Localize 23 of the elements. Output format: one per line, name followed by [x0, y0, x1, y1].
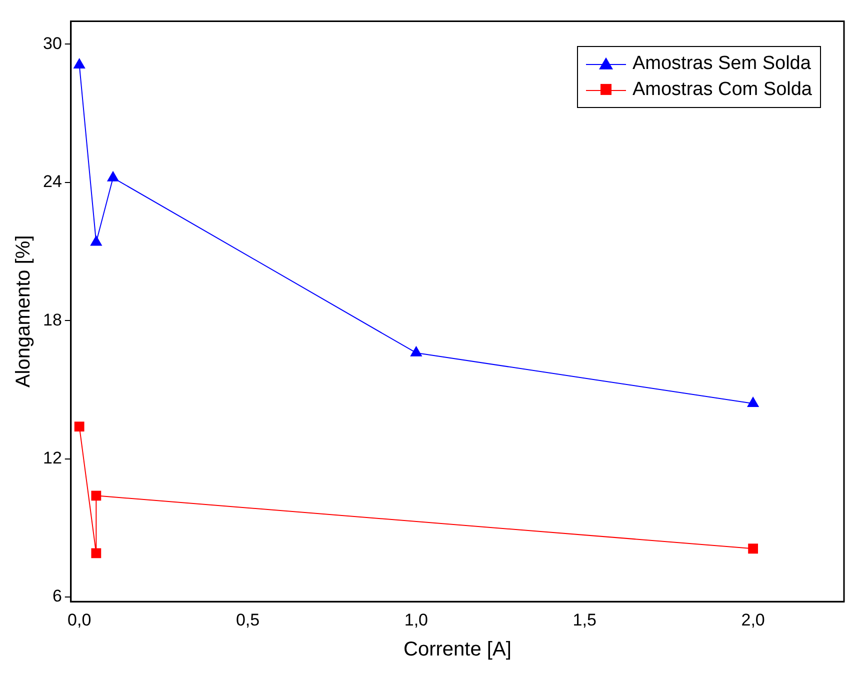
- point: [90, 235, 102, 246]
- point: [73, 58, 86, 68]
- point: [106, 170, 120, 182]
- point: [74, 422, 84, 432]
- point: [91, 490, 102, 501]
- x-tick-label: 0,0: [68, 610, 92, 630]
- x-tick-label: 2,0: [741, 610, 765, 630]
- point: [91, 548, 102, 558]
- y-tick-label: 24: [42, 172, 62, 192]
- y-axis-title: Alongamento [%]: [12, 235, 35, 388]
- point: [410, 346, 422, 356]
- legend-label: Amostras Com Solda: [632, 78, 812, 102]
- legend-label: Amostras Sem Solda: [632, 52, 811, 76]
- y-tick-label: 18: [42, 310, 62, 330]
- x-tick-label: 1,0: [404, 610, 428, 630]
- x-tick-label: 1,5: [572, 610, 596, 630]
- point: [746, 396, 760, 408]
- y-tick-label: 12: [42, 448, 62, 468]
- y-tick-label: 30: [42, 34, 62, 53]
- x-axis-title: Corrente [A]: [404, 638, 512, 661]
- point: [748, 544, 758, 554]
- y-tick-label: 6: [52, 586, 62, 606]
- x-tick-label: 0,5: [236, 610, 260, 630]
